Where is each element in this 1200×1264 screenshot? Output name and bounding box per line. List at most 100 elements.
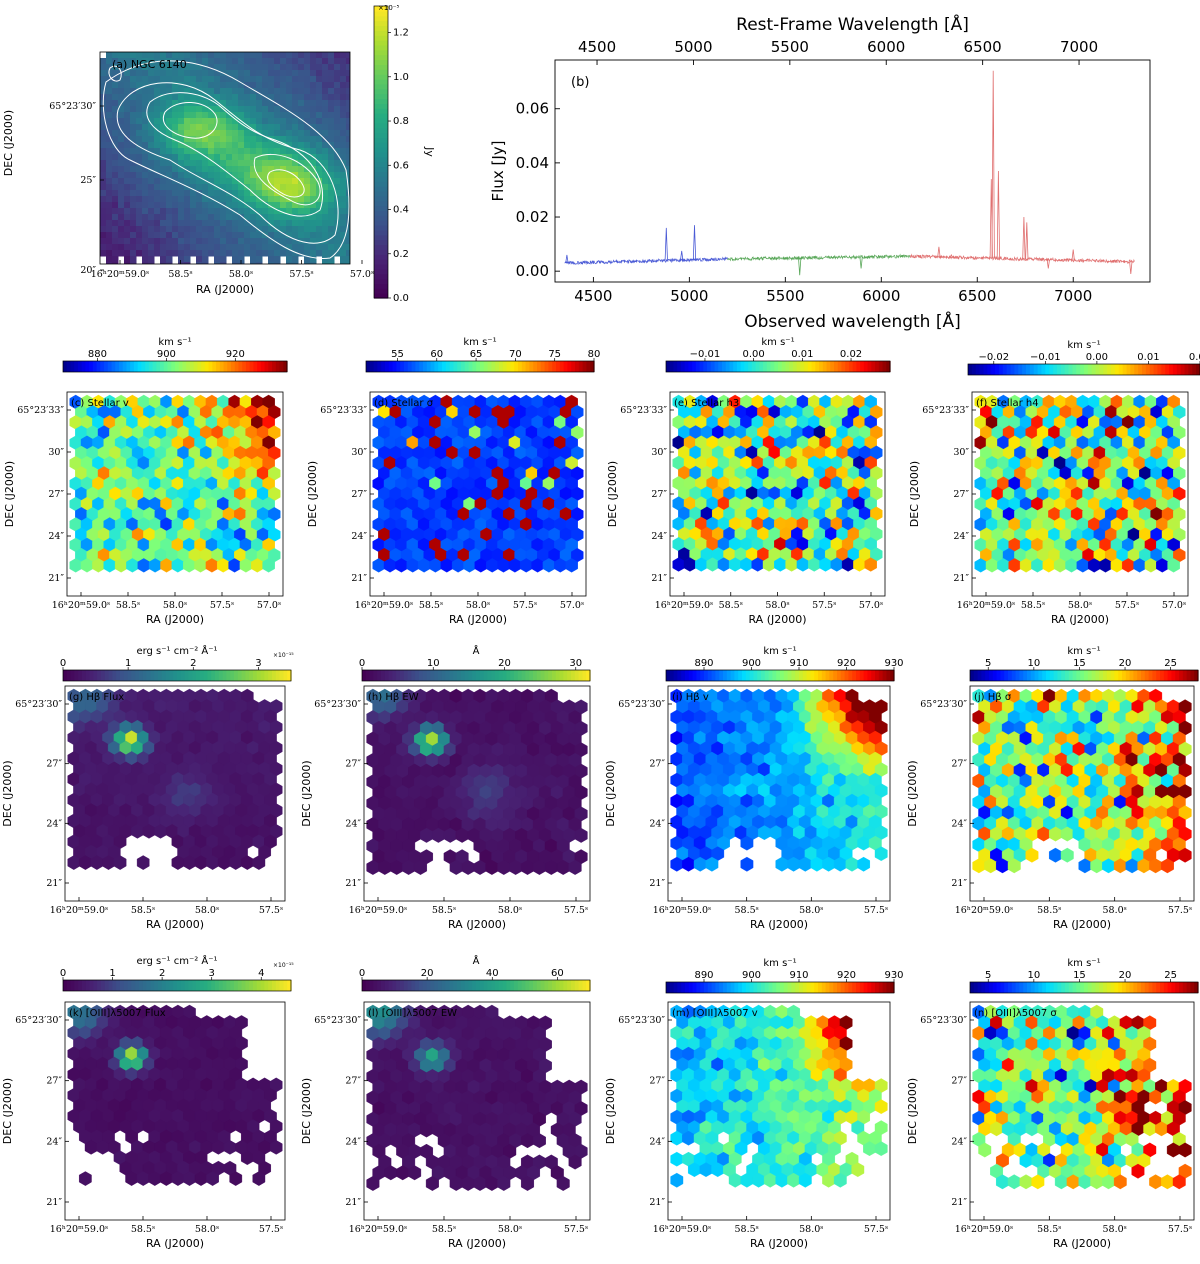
flux-pixel xyxy=(208,52,215,59)
flux-pixel xyxy=(250,142,257,149)
colorbar-segment xyxy=(1161,364,1166,375)
flux-pixel xyxy=(244,118,251,125)
flux-pixel xyxy=(268,94,275,101)
x-tick-label: 16ʰ20ᵐ59.0ˢ xyxy=(50,905,108,916)
flux-pixel xyxy=(178,262,185,264)
colorbar-segment xyxy=(384,670,390,681)
colorbar-segment xyxy=(100,361,105,372)
flux-pixel xyxy=(280,220,287,227)
flux-pixel xyxy=(262,250,269,257)
colorbar-segment xyxy=(374,234,388,241)
colorbar-segment xyxy=(404,361,409,372)
flux-pixel xyxy=(154,142,161,149)
hex-bin xyxy=(414,859,427,875)
flux-pixel xyxy=(310,256,317,263)
flux-pixel xyxy=(202,250,209,257)
colorbar-segment xyxy=(1122,364,1128,375)
flux-pixel xyxy=(304,76,311,83)
flux-pixel xyxy=(286,184,293,191)
flux-pixel xyxy=(298,196,305,203)
flux-pixel xyxy=(142,250,149,257)
flux-pixel xyxy=(226,94,233,101)
flux-pixel xyxy=(238,142,245,149)
flux-pixel xyxy=(166,100,173,107)
flux-pixel xyxy=(286,112,293,119)
flux-pixel xyxy=(280,184,287,191)
colorbar-segment xyxy=(1076,364,1081,375)
flux-pixel xyxy=(286,142,293,149)
flux-pixel xyxy=(328,238,335,245)
colorbar-tick-label: 0 xyxy=(359,658,365,669)
flux-pixel xyxy=(130,76,137,83)
flux-pixel xyxy=(310,52,317,59)
flux-pixel xyxy=(160,130,167,137)
colorbar-segment xyxy=(374,161,388,168)
flux-pixel xyxy=(214,106,221,113)
flux-pixel xyxy=(304,184,311,191)
flux-pixel xyxy=(238,202,245,209)
flux-pixel xyxy=(226,58,233,65)
flux-pixel xyxy=(238,88,245,95)
flux-pixel xyxy=(346,136,350,143)
flux-pixel xyxy=(112,184,119,191)
x-tick-label: 58.0ˢ xyxy=(466,600,490,611)
flux-pixel xyxy=(148,76,155,83)
colorbar-segment xyxy=(755,361,760,372)
flux-pixel xyxy=(292,58,299,65)
colorbar-segment xyxy=(799,670,804,681)
colorbar-segment xyxy=(434,670,439,681)
colorbar-tick-label: 910 xyxy=(789,658,808,669)
flux-pixel xyxy=(184,154,191,161)
flux-pixel xyxy=(154,238,161,245)
colorbar-segment xyxy=(374,254,388,260)
colorbar-segment xyxy=(1049,364,1054,375)
colorbar-segment xyxy=(253,670,258,681)
colorbar-segment xyxy=(1006,364,1012,375)
x-tick-label: 58.5ˢ xyxy=(131,905,155,916)
flux-pixel xyxy=(160,202,167,209)
colorbar-segment xyxy=(749,670,754,681)
flux-pixel xyxy=(334,226,341,233)
flux-pixel xyxy=(100,166,107,173)
flux-pixel xyxy=(100,226,107,233)
colorbar-segment xyxy=(502,361,508,372)
colorbar-segment xyxy=(207,670,212,681)
colorbar-segment xyxy=(457,670,462,681)
colorbar-segment xyxy=(1026,364,1031,375)
flux-pixel xyxy=(262,226,269,233)
flux-pixel xyxy=(142,190,149,197)
y-tick-label: 27″ xyxy=(651,489,667,500)
colorbar-segment xyxy=(374,166,388,173)
flux-pixel xyxy=(322,190,329,197)
flux-pixel xyxy=(166,82,173,89)
flux-pixel xyxy=(184,136,191,143)
flux-pixel xyxy=(220,154,227,161)
y-tick-label: 21″ xyxy=(649,878,665,889)
flux-pixel xyxy=(172,82,179,89)
flux-pixel xyxy=(298,142,305,149)
flux-pixel xyxy=(238,214,245,221)
colorbar-segment xyxy=(430,670,435,681)
flux-pixel xyxy=(172,202,179,209)
colorbar-tick-label: 20 xyxy=(1119,658,1132,669)
flux-pixel xyxy=(238,106,245,113)
flux-pixel xyxy=(154,160,161,167)
colorbar-segment xyxy=(886,361,891,372)
colorbar-segment xyxy=(770,361,775,372)
flux-pixel xyxy=(100,64,107,71)
colorbar-segment xyxy=(971,364,977,375)
colorbar-segment xyxy=(681,670,686,681)
colorbar-segment xyxy=(154,670,159,681)
flux-pixel xyxy=(220,256,227,263)
flux-pixel xyxy=(178,154,185,161)
flux-pixel xyxy=(328,190,335,197)
flux-pixel xyxy=(214,250,221,257)
flux-pixel xyxy=(124,190,131,197)
flux-pixel xyxy=(286,166,293,173)
flux-pixel xyxy=(112,124,119,131)
flux-pixel xyxy=(286,172,293,179)
colorbar-segment xyxy=(506,361,511,372)
flux-pixel xyxy=(328,160,335,167)
flux-pixel xyxy=(148,100,155,107)
flux-pixel xyxy=(184,244,191,251)
